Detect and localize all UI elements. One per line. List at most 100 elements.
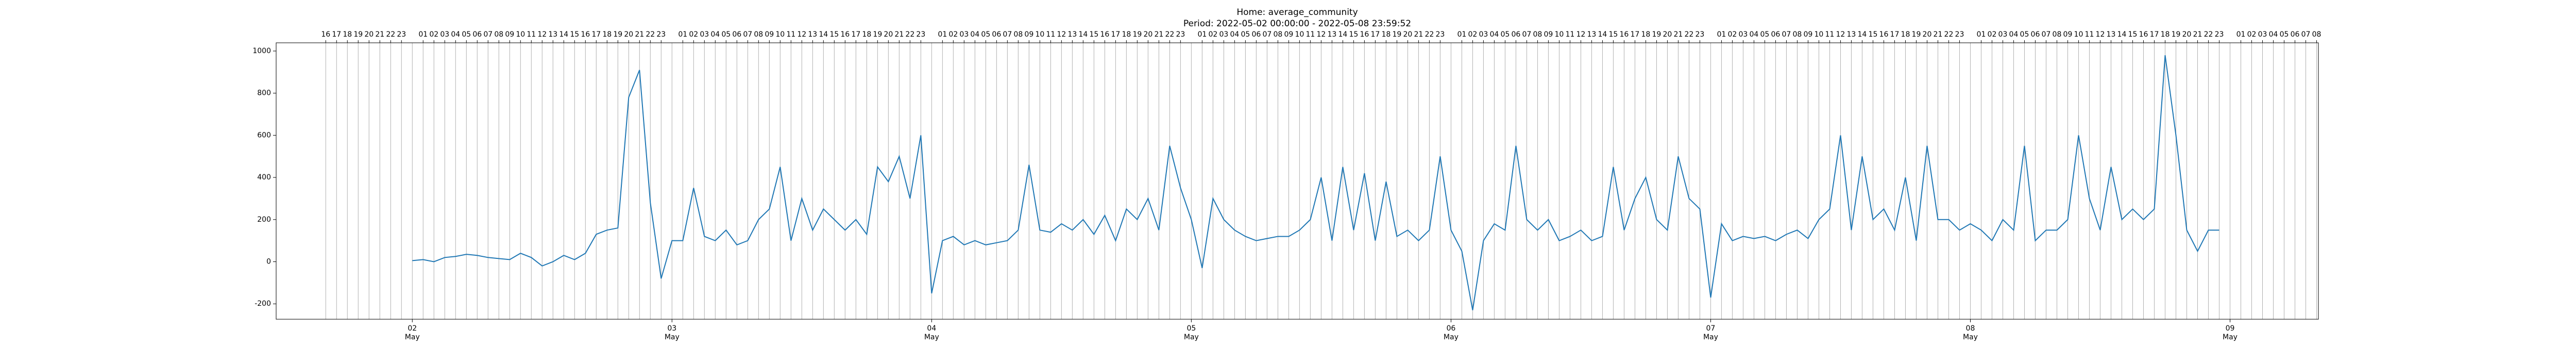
x-tick-label: 03 May [664, 324, 680, 341]
x-tick-label: 05 May [1183, 324, 1199, 341]
x2-tick-label: 15 [1349, 30, 1358, 39]
x2-tick-label: 16 [840, 30, 850, 39]
x2-tick-label: 08 [494, 30, 503, 39]
x2-tick-label: 01 [1977, 30, 1986, 39]
x-tick-label: 09 May [2223, 324, 2238, 341]
x2-tick-label: 08 [1013, 30, 1023, 39]
x2-tick-label: 11 [1825, 30, 1835, 39]
x2-tick-label: 14 [559, 30, 568, 39]
x2-tick-label: 19 [2172, 30, 2181, 39]
x2-tick-label: 05 [1760, 30, 1770, 39]
x2-tick-label: 08 [2053, 30, 2062, 39]
x2-tick-label: 07 [1522, 30, 1531, 39]
x2-tick-label: 09 [765, 30, 774, 39]
x2-tick-label: 14 [1598, 30, 1607, 39]
x2-tick-label: 13 [548, 30, 557, 39]
x2-tick-label: 01 [418, 30, 428, 39]
x2-tick-label: 13 [1067, 30, 1077, 39]
x2-tick-label: 13 [1847, 30, 1856, 39]
x2-tick-label: 01 [1457, 30, 1466, 39]
y-tick-label: 1000 [252, 47, 271, 55]
x2-tick-label: 06 [2031, 30, 2040, 39]
x2-tick-label: 23 [1435, 30, 1445, 39]
x2-tick-label: 11 [786, 30, 795, 39]
x2-tick-label: 21 [894, 30, 904, 39]
x2-tick-label: 17 [851, 30, 860, 39]
x2-tick-label: 16 [581, 30, 590, 39]
x2-tick-label: 21 [1154, 30, 1163, 39]
x2-tick-label: 09 [1284, 30, 1293, 39]
x2-tick-label: 14 [2117, 30, 2127, 39]
x2-tick-label: 15 [1608, 30, 1618, 39]
x2-tick-label: 07 [1003, 30, 1012, 39]
x2-tick-label: 15 [829, 30, 839, 39]
x2-tick-label: 07 [743, 30, 752, 39]
x2-tick-label: 12 [1836, 30, 1845, 39]
x2-tick-label: 23 [1955, 30, 1964, 39]
x2-tick-label: 09 [1544, 30, 1553, 39]
x2-tick-label: 04 [2009, 30, 2019, 39]
x2-tick-label: 13 [1587, 30, 1596, 39]
x2-tick-label: 19 [1132, 30, 1142, 39]
x2-tick-label: 11 [1046, 30, 1055, 39]
x2-tick-label: 07 [483, 30, 493, 39]
x2-tick-label: 20 [2182, 30, 2192, 39]
x2-tick-label: 21 [375, 30, 384, 39]
x2-tick-label: 02 [429, 30, 438, 39]
x-tick-label: 07 May [1703, 324, 1718, 341]
x2-tick-label: 05 [981, 30, 990, 39]
x2-tick-label: 03 [959, 30, 969, 39]
x2-tick-label: 05 [1500, 30, 1510, 39]
x2-tick-label: 17 [1111, 30, 1120, 39]
x2-tick-label: 20 [1663, 30, 1672, 39]
x2-tick-label: 17 [591, 30, 601, 39]
x2-tick-label: 03 [440, 30, 449, 39]
x2-tick-label: 03 [1998, 30, 2008, 39]
x2-tick-label: 18 [1901, 30, 1910, 39]
x2-tick-label: 06 [2291, 30, 2300, 39]
x2-tick-label: 05 [1241, 30, 1250, 39]
y-tick-label: 0 [266, 257, 271, 266]
x2-tick-label: 09 [505, 30, 514, 39]
x2-tick-label: 22 [386, 30, 395, 39]
x2-tick-label: 19 [1392, 30, 1401, 39]
x2-tick-label: 01 [678, 30, 687, 39]
chart-subtitle: Period: 2022-05-02 00:00:00 - 2022-05-08… [1183, 19, 1411, 29]
x2-tick-label: 13 [1327, 30, 1336, 39]
y-tick-label: 600 [257, 131, 271, 139]
x2-tick-label: 04 [1750, 30, 1759, 39]
x2-tick-label: 19 [613, 30, 622, 39]
x2-tick-label: 06 [732, 30, 741, 39]
chart-title: Home: average_community [1236, 7, 1358, 18]
x-tick-label: 02 May [404, 324, 420, 341]
x2-tick-label: 17 [332, 30, 341, 39]
plot-frame [276, 42, 2319, 320]
x2-tick-label: 14 [1078, 30, 1088, 39]
x2-tick-label: 07 [1782, 30, 1791, 39]
x2-tick-label: 08 [1273, 30, 1282, 39]
x2-tick-label: 11 [2085, 30, 2094, 39]
x2-tick-label: 15 [1869, 30, 1878, 39]
x2-tick-label: 06 [1771, 30, 1781, 39]
x2-tick-label: 08 [1533, 30, 1542, 39]
y-tick-label: 800 [257, 89, 271, 97]
y-tick-label: 400 [257, 173, 271, 182]
x2-tick-label: 23 [656, 30, 666, 39]
x2-tick-label: 20 [1403, 30, 1412, 39]
x2-tick-label: 07 [2301, 30, 2311, 39]
x2-tick-label: 10 [1035, 30, 1044, 39]
x2-tick-label: 06 [1511, 30, 1520, 39]
x2-tick-label: 22 [1165, 30, 1174, 39]
x2-tick-label: 20 [884, 30, 893, 39]
x2-tick-label: 12 [1057, 30, 1066, 39]
x2-tick-label: 15 [1089, 30, 1098, 39]
x2-tick-label: 03 [2258, 30, 2267, 39]
x2-tick-label: 22 [1944, 30, 1954, 39]
x2-tick-label: 16 [1620, 30, 1629, 39]
x2-tick-label: 05 [2020, 30, 2029, 39]
x2-tick-label: 21 [1934, 30, 1943, 39]
x2-tick-label: 10 [775, 30, 785, 39]
x-tick-label: 08 May [1962, 324, 1978, 341]
x2-tick-label: 04 [2269, 30, 2278, 39]
